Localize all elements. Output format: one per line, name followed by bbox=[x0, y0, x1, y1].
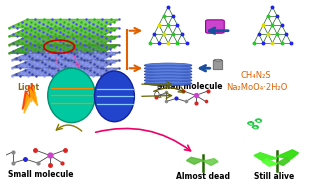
Ellipse shape bbox=[144, 78, 192, 83]
Ellipse shape bbox=[144, 75, 192, 80]
Text: O₂⁻: O₂⁻ bbox=[154, 91, 167, 100]
Polygon shape bbox=[203, 159, 218, 165]
Ellipse shape bbox=[144, 81, 192, 86]
Text: e⁻ e⁻: e⁻ e⁻ bbox=[63, 78, 80, 83]
Ellipse shape bbox=[95, 71, 134, 122]
Text: Na₂MoO₄·2H₂O: Na₂MoO₄·2H₂O bbox=[226, 83, 288, 92]
Text: CH₄N₂S: CH₄N₂S bbox=[240, 71, 271, 80]
Ellipse shape bbox=[144, 66, 192, 71]
Polygon shape bbox=[9, 28, 119, 36]
Text: O₂: O₂ bbox=[156, 80, 165, 89]
Ellipse shape bbox=[144, 78, 192, 81]
Ellipse shape bbox=[144, 72, 192, 77]
Ellipse shape bbox=[144, 63, 192, 68]
Text: Light: Light bbox=[18, 83, 40, 92]
Polygon shape bbox=[23, 83, 36, 109]
Ellipse shape bbox=[144, 81, 192, 83]
Polygon shape bbox=[9, 36, 119, 45]
Text: h⁺ h⁺: h⁺ h⁺ bbox=[63, 108, 80, 113]
Ellipse shape bbox=[144, 69, 192, 71]
Ellipse shape bbox=[144, 66, 192, 68]
Polygon shape bbox=[262, 159, 277, 166]
Polygon shape bbox=[12, 68, 119, 76]
Text: Small molecule: Small molecule bbox=[157, 82, 222, 91]
Polygon shape bbox=[187, 157, 203, 164]
Ellipse shape bbox=[48, 68, 95, 123]
FancyBboxPatch shape bbox=[206, 20, 224, 33]
Ellipse shape bbox=[144, 63, 192, 65]
Text: e⁻ e⁻: e⁻ e⁻ bbox=[106, 78, 123, 83]
Text: Small molecule: Small molecule bbox=[8, 170, 74, 179]
Polygon shape bbox=[9, 19, 119, 28]
FancyBboxPatch shape bbox=[213, 60, 223, 70]
Text: Still alive: Still alive bbox=[254, 172, 294, 181]
Ellipse shape bbox=[144, 75, 192, 77]
Polygon shape bbox=[277, 158, 290, 165]
Polygon shape bbox=[254, 153, 277, 161]
Text: MoS₂: MoS₂ bbox=[107, 92, 122, 97]
Polygon shape bbox=[208, 32, 222, 33]
Text: B-C₃N₄: B-C₃N₄ bbox=[61, 92, 82, 97]
Text: Almost dead: Almost dead bbox=[177, 172, 230, 181]
Ellipse shape bbox=[144, 69, 192, 74]
Polygon shape bbox=[24, 87, 38, 113]
Ellipse shape bbox=[214, 59, 222, 61]
Text: h⁺ h⁺: h⁺ h⁺ bbox=[106, 108, 123, 113]
Ellipse shape bbox=[144, 72, 192, 74]
Polygon shape bbox=[12, 53, 119, 60]
Polygon shape bbox=[12, 60, 119, 68]
Polygon shape bbox=[9, 45, 119, 53]
Polygon shape bbox=[277, 150, 299, 159]
